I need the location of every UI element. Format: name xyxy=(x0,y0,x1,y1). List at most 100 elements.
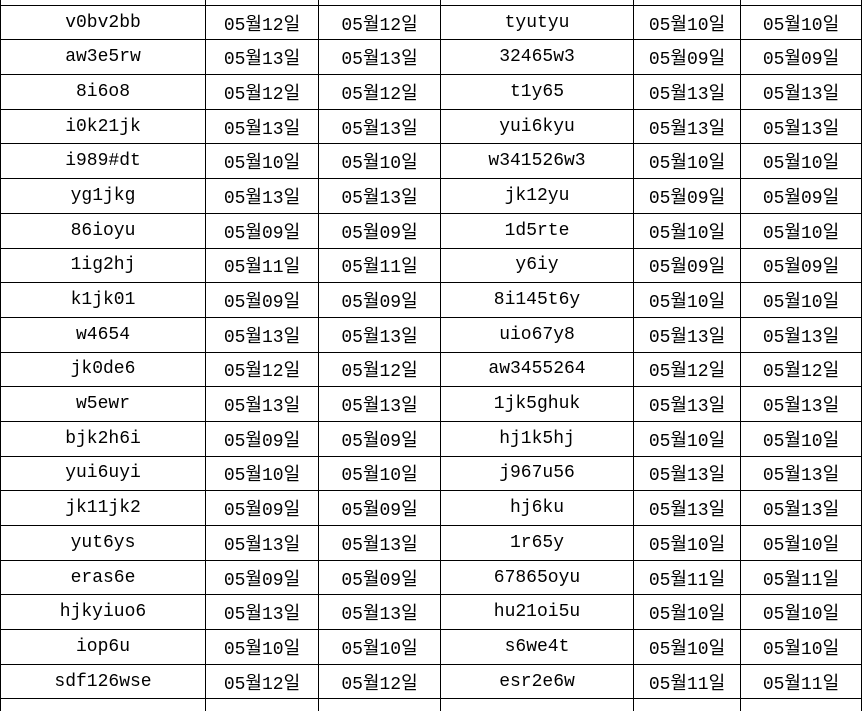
date-cell[interactable]: 05월10일 xyxy=(633,4,741,41)
date-cell[interactable]: 05월12일 xyxy=(205,4,319,41)
date-cell[interactable]: 05월10일 xyxy=(740,420,862,457)
date-cell[interactable]: 05월11일 xyxy=(740,559,862,596)
date-cell[interactable]: 05월10일 xyxy=(318,629,441,665)
date-cell[interactable]: 05월13일 xyxy=(205,594,319,631)
date-cell[interactable]: 05월11일 xyxy=(633,663,741,700)
date-cell[interactable]: 05월13일 xyxy=(205,178,319,214)
id-cell[interactable]: uio67y8 xyxy=(440,316,634,353)
date-cell[interactable]: 05월12일 xyxy=(205,663,319,700)
date-cell[interactable]: 05월13일 xyxy=(633,316,741,353)
date-cell[interactable]: 05월10일 xyxy=(205,629,319,665)
id-cell[interactable]: w5ewr xyxy=(0,386,206,422)
date-cell[interactable]: 05월13일 xyxy=(633,108,741,145)
date-cell[interactable]: 05월12일 xyxy=(318,4,441,41)
empty-cell[interactable] xyxy=(740,698,862,711)
date-cell[interactable]: 05월09일 xyxy=(633,247,741,284)
id-cell[interactable]: 8i6o8 xyxy=(0,74,206,110)
date-cell[interactable]: 05월10일 xyxy=(740,594,862,631)
date-cell[interactable]: 05월12일 xyxy=(318,74,441,110)
date-cell[interactable]: 05월13일 xyxy=(318,316,441,353)
id-cell[interactable]: yg1jkg xyxy=(0,178,206,214)
date-cell[interactable]: 05월10일 xyxy=(318,455,441,492)
date-cell[interactable]: 05월13일 xyxy=(633,455,741,492)
id-cell[interactable]: bjk2h6i xyxy=(0,420,206,457)
id-cell[interactable]: i0k21jk xyxy=(0,108,206,145)
date-cell[interactable]: 05월13일 xyxy=(318,39,441,76)
id-cell[interactable]: t1y65 xyxy=(440,74,634,110)
date-cell[interactable]: 05월13일 xyxy=(205,316,319,353)
date-cell[interactable]: 05월12일 xyxy=(318,351,441,388)
id-cell[interactable]: i989#dt xyxy=(0,143,206,180)
id-cell[interactable]: 86ioyu xyxy=(0,212,206,249)
id-cell[interactable]: hj1k5hj xyxy=(440,420,634,457)
date-cell[interactable]: 05월13일 xyxy=(318,108,441,145)
id-cell[interactable]: 1r65y xyxy=(440,525,634,561)
date-cell[interactable]: 05월12일 xyxy=(740,351,862,388)
date-cell[interactable]: 05월13일 xyxy=(740,455,862,492)
date-cell[interactable]: 05월12일 xyxy=(205,74,319,110)
date-cell[interactable]: 05월09일 xyxy=(740,247,862,284)
date-cell[interactable]: 05월10일 xyxy=(740,525,862,561)
date-cell[interactable]: 05월13일 xyxy=(740,490,862,526)
id-cell[interactable]: yut6ys xyxy=(0,525,206,561)
date-cell[interactable]: 05월13일 xyxy=(318,525,441,561)
id-cell[interactable]: 67865oyu xyxy=(440,559,634,596)
date-cell[interactable]: 05월09일 xyxy=(318,420,441,457)
date-cell[interactable]: 05월12일 xyxy=(633,351,741,388)
date-cell[interactable]: 05월09일 xyxy=(318,490,441,526)
date-cell[interactable]: 05월10일 xyxy=(633,420,741,457)
date-cell[interactable]: 05월09일 xyxy=(740,39,862,76)
date-cell[interactable]: 05월10일 xyxy=(633,143,741,180)
id-cell[interactable]: 1ig2hj xyxy=(0,247,206,284)
date-cell[interactable]: 05월13일 xyxy=(205,386,319,422)
id-cell[interactable]: 32465w3 xyxy=(440,39,634,76)
id-cell[interactable]: jk12yu xyxy=(440,178,634,214)
date-cell[interactable]: 05월13일 xyxy=(205,39,319,76)
date-cell[interactable]: 05월13일 xyxy=(318,594,441,631)
date-cell[interactable]: 05월10일 xyxy=(633,594,741,631)
empty-cell[interactable] xyxy=(205,698,319,711)
date-cell[interactable]: 05월09일 xyxy=(633,39,741,76)
empty-cell[interactable] xyxy=(0,698,206,711)
id-cell[interactable]: w341526w3 xyxy=(440,143,634,180)
date-cell[interactable]: 05월13일 xyxy=(633,386,741,422)
date-cell[interactable]: 05월10일 xyxy=(633,525,741,561)
date-cell[interactable]: 05월09일 xyxy=(318,282,441,318)
date-cell[interactable]: 05월09일 xyxy=(205,282,319,318)
date-cell[interactable]: 05월10일 xyxy=(740,212,862,249)
date-cell[interactable]: 05월13일 xyxy=(740,316,862,353)
date-cell[interactable]: 05월13일 xyxy=(740,386,862,422)
id-cell[interactable]: 1d5rte xyxy=(440,212,634,249)
id-cell[interactable]: 8i145t6y xyxy=(440,282,634,318)
date-cell[interactable]: 05월11일 xyxy=(205,247,319,284)
date-cell[interactable]: 05월10일 xyxy=(740,629,862,665)
date-cell[interactable]: 05월09일 xyxy=(205,559,319,596)
date-cell[interactable]: 05월10일 xyxy=(633,282,741,318)
date-cell[interactable]: 05월13일 xyxy=(740,74,862,110)
id-cell[interactable]: iop6u xyxy=(0,629,206,665)
date-cell[interactable]: 05월10일 xyxy=(740,282,862,318)
empty-cell[interactable] xyxy=(440,698,634,711)
id-cell[interactable]: eras6e xyxy=(0,559,206,596)
empty-cell[interactable] xyxy=(633,698,741,711)
id-cell[interactable]: j967u56 xyxy=(440,455,634,492)
date-cell[interactable]: 05월13일 xyxy=(633,74,741,110)
id-cell[interactable]: hjkyiuo6 xyxy=(0,594,206,631)
date-cell[interactable]: 05월13일 xyxy=(205,525,319,561)
date-cell[interactable]: 05월09일 xyxy=(205,212,319,249)
date-cell[interactable]: 05월09일 xyxy=(318,559,441,596)
id-cell[interactable]: 1jk5ghuk xyxy=(440,386,634,422)
date-cell[interactable]: 05월13일 xyxy=(318,178,441,214)
id-cell[interactable]: w4654 xyxy=(0,316,206,353)
id-cell[interactable]: aw3e5rw xyxy=(0,39,206,76)
id-cell[interactable]: yui6uyi xyxy=(0,455,206,492)
id-cell[interactable]: tyutyu xyxy=(440,4,634,41)
id-cell[interactable]: sdf126wse xyxy=(0,663,206,700)
date-cell[interactable]: 05월12일 xyxy=(205,351,319,388)
id-cell[interactable]: esr2e6w xyxy=(440,663,634,700)
id-cell[interactable]: y6iy xyxy=(440,247,634,284)
date-cell[interactable]: 05월10일 xyxy=(633,629,741,665)
date-cell[interactable]: 05월10일 xyxy=(740,143,862,180)
date-cell[interactable]: 05월09일 xyxy=(205,420,319,457)
date-cell[interactable]: 05월13일 xyxy=(318,386,441,422)
